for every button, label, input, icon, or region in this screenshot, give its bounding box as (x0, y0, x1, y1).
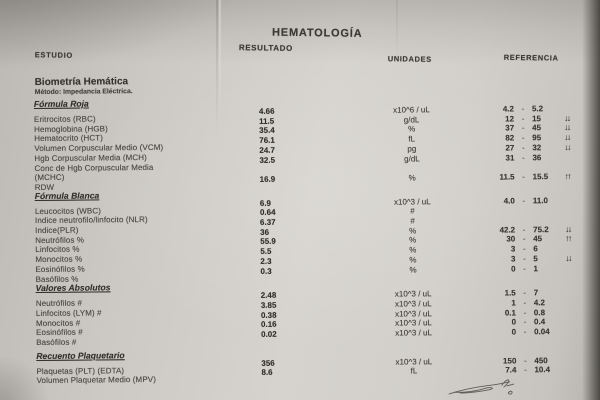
results-table: Biometría Hemática Método: Impedancia El… (0, 65, 600, 385)
test-name: Volumen Plaquetar Medio (MPV) (36, 375, 156, 386)
test-result: 8.6 (261, 368, 273, 378)
test-units: % (408, 173, 416, 183)
test-reference: 0-0.04 (511, 327, 550, 337)
signature-scribble (448, 379, 515, 395)
column-header-unidades: UNIDADES (387, 54, 432, 64)
test-units: % (409, 264, 417, 275)
test-result: 0.3 (260, 266, 272, 276)
test-units: x10^3 / uL (395, 328, 432, 338)
column-header-referencia: REFERENCIA (503, 52, 559, 63)
test-reference (470, 215, 565, 216)
test-reference: 31-36 (505, 152, 542, 163)
abnormal-flag-low: ↓↓ (565, 252, 571, 263)
test-reference: 4.0-11.0 (503, 195, 549, 206)
abnormal-flag-high: ↑↑ (564, 170, 571, 181)
test-reference: 7.4-10.4 (505, 365, 551, 376)
test-units: fL (410, 366, 418, 376)
report-title: HEMATOLOGÍA (272, 26, 363, 40)
column-header-resultado: RESULTADO (238, 43, 293, 53)
column-header-estudio: ESTUDIO (34, 50, 74, 60)
test-name: Basófilos # (36, 337, 77, 348)
test-units: g/dL (404, 153, 420, 164)
test-reference: 11.5-15.5 (499, 172, 549, 182)
report-header: HEMATOLOGÍA ESTUDIO RESULTADO UNIDADES R… (0, 0, 600, 74)
test-result: 32.5 (259, 155, 276, 165)
test-name: Conc de Hgb Corpuscular Media (MCHC) (34, 162, 154, 183)
test-result: 0.02 (261, 329, 277, 339)
test-reference: 0-1 (510, 263, 538, 274)
test-result: 16.9 (259, 174, 276, 184)
abnormal-flag-low: ↓↓ (564, 141, 570, 152)
abnormal-flag-high: ↑↑ (565, 233, 571, 244)
